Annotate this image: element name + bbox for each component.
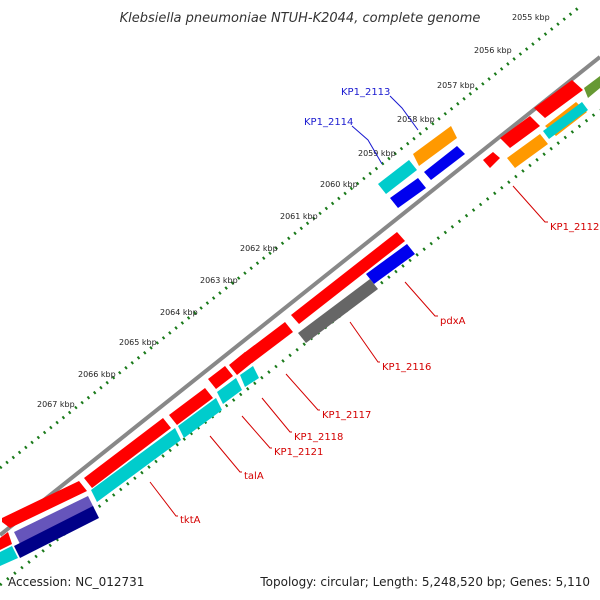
label-tala[interactable]: talA — [244, 471, 264, 482]
leader-kp1-2113 — [389, 95, 419, 131]
tick-label: 2056 kbp — [474, 46, 512, 55]
gene-cyan[interactable] — [543, 102, 588, 139]
gene-features — [0, 76, 600, 566]
leader-tkta — [149, 481, 178, 517]
gene-kp1-2121[interactable] — [217, 378, 242, 404]
gene-labels: KP1_2113 KP1_2114 KP1_2112 pdxA KP1_2116… — [180, 87, 599, 526]
gene-blue[interactable] — [424, 146, 465, 180]
gene-red[interactable] — [208, 366, 233, 389]
leader-kp1-2121 — [241, 415, 272, 449]
gene-pdxa[interactable] — [366, 244, 415, 284]
genome-backbone — [0, 55, 600, 537]
label-kp1-2113[interactable]: KP1_2113 — [341, 87, 390, 98]
tick-label: 2066 kbp — [78, 370, 116, 379]
gene-cyan[interactable] — [0, 546, 18, 566]
gene-navy[interactable] — [14, 506, 99, 558]
kbp-ticks: 2055 kbp 2056 kbp 2057 kbp 2058 kbp 2059… — [37, 13, 550, 409]
tick-label: 2060 kbp — [320, 180, 358, 189]
label-kp1-2117[interactable]: KP1_2117 — [322, 410, 371, 421]
label-kp1-2118[interactable]: KP1_2118 — [294, 432, 343, 443]
gene-kp1-2117[interactable] — [244, 322, 293, 363]
gene-kp1-2116[interactable] — [298, 279, 378, 343]
gene-tkta[interactable] — [91, 428, 181, 502]
gene-olive[interactable] — [584, 76, 600, 98]
gene-red[interactable] — [291, 232, 405, 324]
label-tkta[interactable]: tktA — [180, 515, 201, 526]
label-kp1-2116[interactable]: KP1_2116 — [382, 362, 431, 373]
gene-red[interactable] — [0, 532, 12, 550]
gene-red[interactable] — [534, 80, 583, 118]
outer-ruler — [0, 3, 583, 470]
tick-label: 2063 kbp — [200, 276, 238, 285]
gene-kp1-2114[interactable] — [378, 160, 417, 194]
leader-tala — [209, 435, 242, 473]
gene-red[interactable] — [229, 352, 253, 375]
tick-label: 2058 kbp — [397, 115, 435, 124]
label-kp1-2112[interactable]: KP1_2112 — [550, 222, 599, 233]
map-title: Klebsiella pneumoniae NTUH-K2044, comple… — [120, 11, 481, 26]
label-pdxa[interactable]: pdxA — [440, 316, 466, 327]
tick-label: 2067 kbp — [37, 400, 75, 409]
leader-kp1-2118 — [261, 397, 292, 433]
leader-kp1-2112 — [512, 185, 548, 223]
gene-red[interactable] — [483, 152, 500, 168]
accession-text: Accession: NC_012731 — [8, 575, 144, 589]
tick-label: 2061 kbp — [280, 212, 318, 221]
leader-kp1-2116 — [349, 321, 380, 363]
tick-label: 2064 kbp — [160, 308, 198, 317]
inner-ruler — [0, 108, 600, 587]
tick-label: 2059 kbp — [358, 149, 396, 158]
gene-blue[interactable] — [390, 178, 426, 208]
tick-label: 2055 kbp — [512, 13, 550, 22]
gene-red[interactable] — [169, 388, 213, 425]
leader-pdxa — [404, 281, 438, 317]
tick-label: 2057 kbp — [437, 81, 475, 90]
gene-kp1-2113[interactable] — [413, 126, 457, 166]
genome-summary: Topology: circular; Length: 5,248,520 bp… — [259, 575, 590, 589]
label-kp1-2114[interactable]: KP1_2114 — [304, 117, 353, 128]
label-kp1-2121[interactable]: KP1_2121 — [274, 447, 323, 458]
tick-label: 2065 kbp — [119, 338, 157, 347]
gene-red[interactable] — [2, 481, 87, 528]
gene-tala[interactable] — [178, 398, 222, 438]
tick-label: 2062 kbp — [240, 244, 278, 253]
leader-lines — [149, 95, 548, 517]
gene-purple[interactable] — [14, 496, 94, 544]
gene-orange[interactable] — [507, 134, 548, 168]
leader-kp1-2117 — [285, 373, 320, 411]
gene-red[interactable] — [500, 116, 540, 148]
gene-kp1-2118[interactable] — [240, 366, 259, 387]
gene-red[interactable] — [84, 418, 171, 488]
leader-kp1-2114 — [351, 125, 383, 165]
